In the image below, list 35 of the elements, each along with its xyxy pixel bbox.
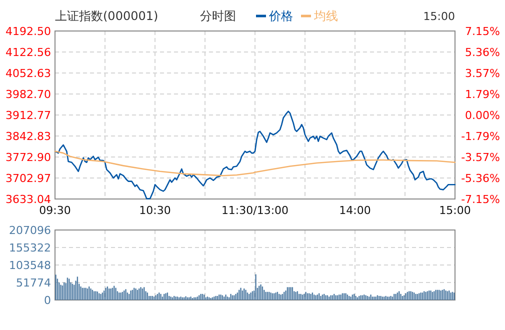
y-tick-label: 3633.04 — [6, 193, 51, 206]
y-tick-label: 103548 — [9, 259, 51, 272]
y2-tick-label: -5.36% — [461, 172, 500, 185]
y2-tick-label: -1.79% — [461, 130, 500, 144]
x-tick-label: 09:30 — [39, 204, 71, 217]
y2-tick-label: 3.57% — [465, 67, 500, 80]
y-tick-label: 207096 — [9, 224, 51, 237]
x-tick-label: 14:00 — [339, 204, 371, 217]
y2-tick-label: -3.57% — [461, 150, 500, 164]
chart-title: 上证指数(000001) — [55, 9, 158, 23]
x-tick-label: 15:00 — [439, 204, 471, 217]
y2-tick-label: 7.15% — [465, 25, 500, 38]
y-tick-label: 3772.90 — [6, 151, 51, 164]
text: 15:00 — [423, 10, 455, 23]
line-series — [54, 150, 456, 176]
chart-subtitle: 分时图 — [200, 9, 236, 23]
x-tick-label: 11:30/13:00 — [221, 204, 289, 217]
y-tick-label: 155322 — [9, 242, 51, 254]
y2-tick-label: 5.36% — [465, 46, 500, 60]
y-tick-label: 4192.50 — [6, 25, 51, 38]
y-tick-label: 3982.70 — [6, 88, 51, 101]
y2-tick-label: 1.79% — [465, 88, 500, 101]
y-tick-label: 51774 — [16, 276, 51, 290]
y2-tick-label: -7.15% — [461, 193, 500, 206]
y-tick-label: 3842.83 — [6, 130, 51, 143]
y-tick-label: 4052.63 — [6, 67, 51, 80]
y-tick-label: 4122.56 — [6, 46, 51, 59]
y-tick-label: 3702.97 — [6, 172, 51, 185]
x-tick-label: 10:30 — [139, 204, 171, 217]
y2-tick-label: 0.00% — [465, 109, 500, 122]
legend-label: 价格 — [268, 9, 293, 23]
y-tick-label: 0 — [44, 294, 51, 307]
y-tick-label: 3912.77 — [6, 109, 51, 122]
line-series — [54, 110, 456, 200]
legend-label: 均线 — [313, 9, 338, 23]
